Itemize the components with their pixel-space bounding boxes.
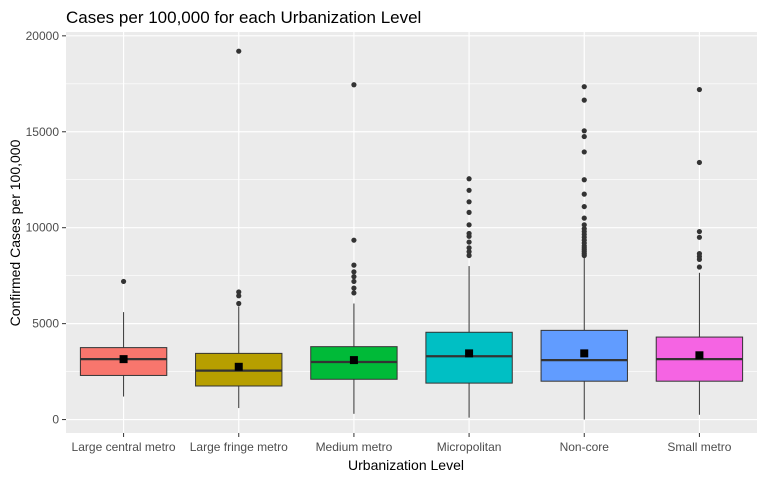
box-group: [655, 86, 744, 415]
plot-panel: [66, 32, 757, 433]
outlier-point: [466, 176, 472, 182]
outlier-point: [581, 215, 587, 221]
outlier-point: [466, 199, 472, 205]
outlier-point: [351, 285, 357, 291]
outlier-point: [351, 237, 357, 243]
box-series: [79, 48, 744, 420]
outlier-point: [696, 264, 703, 270]
mean-marker: [119, 355, 128, 364]
outlier-point: [351, 274, 357, 280]
outlier-point: [351, 269, 357, 275]
outlier-point: [236, 289, 242, 295]
x-tick-label: Large central metro: [72, 440, 176, 454]
outlier-point: [466, 239, 472, 245]
outlier-point: [581, 222, 587, 228]
x-axis-title: Urbanization Level: [348, 457, 464, 473]
y-tick-label: 15000: [26, 125, 60, 139]
mean-marker: [465, 349, 474, 358]
outlier-point: [466, 230, 472, 237]
y-tick-label: 10000: [26, 221, 60, 235]
outlier-point: [581, 84, 587, 90]
outlier-point: [466, 187, 472, 193]
box-group: [540, 84, 628, 420]
outlier-point: [581, 133, 587, 140]
y-tick-label: 20000: [26, 29, 60, 43]
mean-marker: [580, 349, 589, 358]
y-axis: 0 5000 10000 15000 20000: [26, 29, 66, 427]
outlier-point: [351, 82, 357, 88]
outlier-point: [696, 251, 703, 257]
outlier-point: [581, 128, 587, 134]
box-group: [195, 48, 283, 409]
x-tick-label: Small metro: [667, 440, 731, 454]
outlier-point: [466, 249, 472, 255]
outlier-point: [351, 290, 357, 296]
outlier-point: [466, 222, 472, 228]
outlier-point: [696, 159, 703, 166]
outlier-point: [120, 278, 127, 285]
mean-marker: [695, 351, 704, 360]
outlier-point: [351, 262, 357, 268]
outlier-point: [236, 293, 242, 299]
outlier-point: [236, 48, 242, 54]
outlier-point: [696, 228, 703, 235]
outlier-point: [466, 252, 472, 259]
x-tick-label: Non-core: [560, 440, 610, 454]
outlier-point: [581, 226, 587, 232]
box-group: [79, 278, 168, 397]
minor-gridlines: [66, 83, 757, 372]
outlier-point: [696, 234, 703, 240]
y-tick-label: 0: [52, 413, 59, 427]
outlier-point: [466, 245, 472, 251]
mean-marker: [349, 356, 358, 365]
outlier-point: [696, 86, 703, 93]
box: [425, 331, 513, 384]
outlier-point: [581, 203, 587, 210]
y-tick-label: 5000: [32, 317, 59, 331]
x-tick-label: Medium metro: [316, 440, 393, 454]
x-axis: Large central metro Large fringe metro Med…: [72, 433, 732, 454]
outlier-point: [581, 149, 587, 155]
outlier-point: [236, 300, 242, 307]
y-axis-title: Confirmed Cases per 100,000: [7, 139, 23, 326]
box-group: [310, 82, 398, 414]
outlier-point: [581, 191, 587, 197]
outlier-point: [466, 209, 472, 215]
box-group: [425, 176, 513, 418]
x-tick-label: Large fringe metro: [190, 440, 288, 454]
outlier-point: [581, 177, 587, 183]
chart-title: Cases per 100,000 for each Urbanization …: [66, 8, 421, 27]
mean-marker: [234, 362, 243, 371]
outlier-point: [351, 278, 357, 285]
x-tick-label: Micropolitan: [437, 440, 502, 454]
outlier-point: [581, 97, 587, 103]
